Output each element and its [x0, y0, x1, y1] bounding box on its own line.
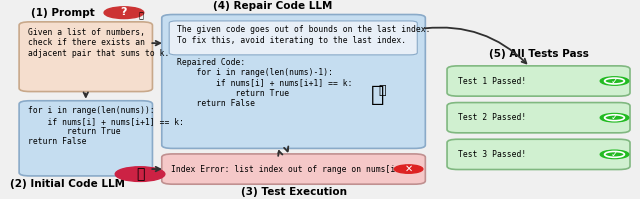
- Circle shape: [104, 7, 144, 19]
- Text: Index Error: list index out of range on nums[i+1]: Index Error: list index out of range on …: [171, 165, 410, 174]
- Circle shape: [115, 167, 165, 181]
- FancyBboxPatch shape: [19, 22, 152, 92]
- Text: (4) Repair Code LLM: (4) Repair Code LLM: [213, 1, 333, 11]
- Text: 🖥️: 🖥️: [371, 85, 384, 105]
- Circle shape: [600, 113, 628, 122]
- FancyBboxPatch shape: [169, 21, 417, 55]
- Text: ✕: ✕: [404, 164, 413, 174]
- FancyBboxPatch shape: [447, 66, 630, 96]
- Text: Given a list of numbers,
check if there exists an
adjacent pair that sums to k.: Given a list of numbers, check if there …: [28, 28, 170, 58]
- Text: ✓: ✓: [611, 150, 618, 159]
- FancyBboxPatch shape: [19, 101, 152, 176]
- Circle shape: [394, 165, 423, 173]
- Text: for i in range(len(nums)):
    if nums[i] + nums[i+1] == k:
        return True
: for i in range(len(nums)): if nums[i] + …: [28, 106, 184, 146]
- Text: 🐔: 🐔: [136, 167, 144, 181]
- Circle shape: [600, 150, 628, 159]
- FancyBboxPatch shape: [447, 139, 630, 170]
- Text: (3) Test Execution: (3) Test Execution: [241, 187, 346, 197]
- Text: Test 2 Passed!: Test 2 Passed!: [458, 113, 526, 122]
- Text: Repaired Code:
    for i in range(len(nums)-1):
        if nums[i] + nums[i+1] =: Repaired Code: for i in range(len(nums)-…: [177, 58, 353, 108]
- Text: 📄: 📄: [139, 12, 144, 21]
- FancyBboxPatch shape: [447, 102, 630, 133]
- Text: Test 1 Passed!: Test 1 Passed!: [458, 76, 526, 86]
- Text: Test 3 Passed!: Test 3 Passed!: [458, 150, 526, 159]
- FancyBboxPatch shape: [162, 154, 426, 184]
- FancyBboxPatch shape: [162, 15, 426, 148]
- Text: 🔧: 🔧: [379, 84, 387, 97]
- Text: (5) All Tests Pass: (5) All Tests Pass: [488, 49, 588, 59]
- Text: The given code goes out of bounds on the last index.
To fix this, avoid iteratin: The given code goes out of bounds on the…: [177, 25, 431, 45]
- Text: ?: ?: [121, 7, 127, 17]
- Text: ✓: ✓: [611, 76, 618, 86]
- Text: (2) Initial Code LLM: (2) Initial Code LLM: [10, 179, 125, 189]
- Circle shape: [600, 77, 628, 85]
- Text: (1) Prompt: (1) Prompt: [31, 8, 95, 18]
- Text: ✓: ✓: [611, 113, 618, 122]
